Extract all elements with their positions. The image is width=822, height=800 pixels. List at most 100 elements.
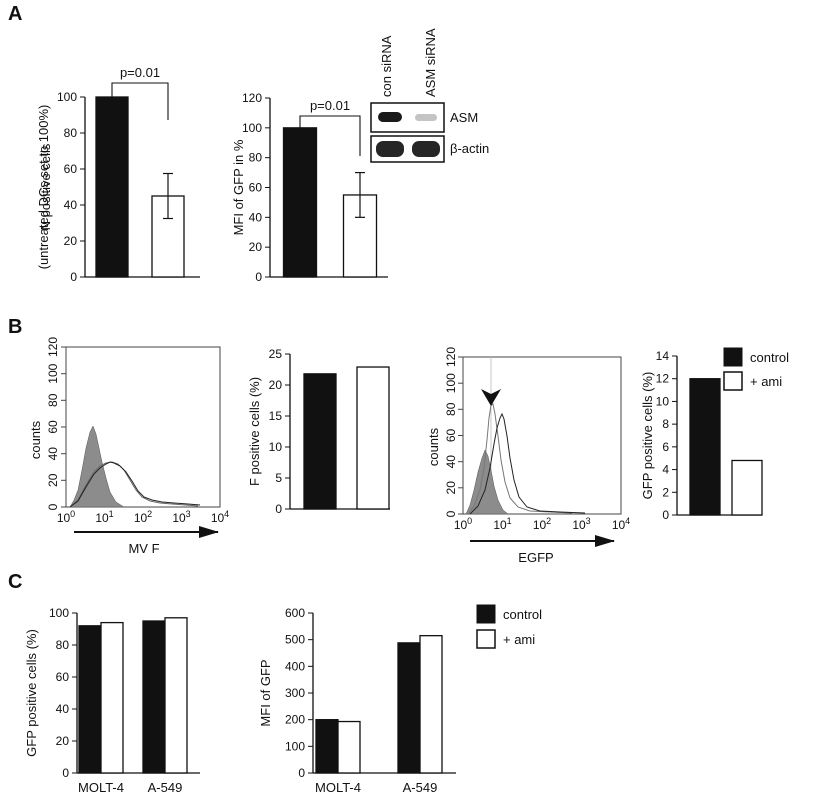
y-tick-label: 40 <box>249 210 263 224</box>
chart-b1: 0 5 10 15 20 25 F positive cells (%) <box>247 347 390 516</box>
y-tick-label: 400 <box>285 659 305 673</box>
y-axis-label: MFI of GFP <box>258 659 273 726</box>
blot-actin-label: β-actin <box>450 141 489 156</box>
bar <box>164 617 188 774</box>
legend-label-ami: + ami <box>503 632 535 647</box>
bar <box>95 96 129 278</box>
y-axis-label: F positive cells (%) <box>247 377 262 486</box>
legend-label-control: control <box>503 607 542 622</box>
y-tick-label: 60 <box>46 420 60 434</box>
legend-label-ami: + ami <box>750 374 782 389</box>
x-tick-label: 102 <box>134 509 152 525</box>
x-category-label: MOLT-4 <box>78 780 124 795</box>
x-tick-label: 102 <box>533 516 551 532</box>
bar <box>315 719 339 774</box>
y-tick-label: 10 <box>269 440 283 454</box>
y-tick-label: 600 <box>285 606 305 620</box>
y-tick-label: 40 <box>46 447 60 461</box>
x-axis-label-egfp: EGFP <box>518 550 553 565</box>
chart-a2: 0 20 40 60 80 100 120 MFI of GFP in % p=0.01 <box>231 91 388 284</box>
y-tick-label: 60 <box>56 670 70 684</box>
blot-asm-band-con <box>378 112 402 122</box>
y-tick-label: 2 <box>662 485 669 499</box>
x-category-label: A-549 <box>403 780 438 795</box>
panel-label-a: A <box>8 3 22 25</box>
chart-c1: 0 20 40 60 80 100 GFP positive cells (%) MOLT-4… <box>24 606 200 795</box>
bar <box>419 635 443 774</box>
control-histogram <box>69 461 201 508</box>
y-tick-label: 100 <box>242 121 262 135</box>
flow-histogram-egfp: 0 20 40 60 80 100 120 counts 100 101 102… <box>426 347 630 565</box>
bar <box>689 378 721 516</box>
y-tick-label: 0 <box>275 502 282 516</box>
y-axis-label-counts: counts <box>28 420 43 459</box>
y-tick-label: 25 <box>269 347 283 361</box>
y-tick-label: 300 <box>285 686 305 700</box>
y-tick-label: 20 <box>46 473 60 487</box>
x-tick-label: 104 <box>211 509 229 525</box>
y-axis-label: GFP positive cells (%) <box>640 372 655 500</box>
y-tick-label: 20 <box>444 481 458 495</box>
bar <box>731 459 763 516</box>
flow-histogram-mvf: 0 20 40 60 80 100 120 counts 100 101 102… <box>28 337 229 556</box>
x-tick-label: 101 <box>493 516 511 532</box>
y-tick-label: 500 <box>285 633 305 647</box>
blot-lane1-label: con siRNA <box>379 35 394 97</box>
peak-arrowhead-icon <box>481 389 501 406</box>
legend-swatch-control <box>723 347 743 367</box>
y-tick-label: 0 <box>62 766 69 780</box>
y-tick-label: 100 <box>49 606 69 620</box>
y-tick-label: 8 <box>662 417 669 431</box>
y-tick-label: 6 <box>662 440 669 454</box>
western-blot: con siRNA ASM siRNA ASM β-actin <box>370 28 489 163</box>
p-value-label: p=0.01 <box>310 98 350 113</box>
y-tick-label: 20 <box>64 234 78 248</box>
significance-bracket <box>111 82 169 120</box>
y-tick-label: 40 <box>56 702 70 716</box>
y-tick-label: 15 <box>269 409 283 423</box>
blot-asm-label: ASM <box>450 110 478 125</box>
y-tick-label: 14 <box>656 349 670 363</box>
y-tick-label: 10 <box>656 394 670 408</box>
y-tick-label: 20 <box>249 240 263 254</box>
y-tick-label: 0 <box>298 766 305 780</box>
significance-bracket <box>299 115 361 156</box>
y-tick-label: 12 <box>656 372 670 386</box>
y-tick-label: 100 <box>444 373 458 393</box>
y-tick-label: 100 <box>285 739 305 753</box>
p-value-label: p=0.01 <box>120 65 160 80</box>
y-tick-label: 200 <box>285 713 305 727</box>
control-histogram <box>469 412 586 515</box>
y-tick-label: 80 <box>56 638 70 652</box>
bar <box>100 621 124 774</box>
y-tick-label: 60 <box>64 162 78 176</box>
y-axis-label-sub: (untreated DCs set to 100%) <box>36 105 51 270</box>
y-tick-label: 40 <box>444 455 458 469</box>
y-tick-label: 4 <box>662 463 669 477</box>
x-tick-label: 100 <box>57 509 75 525</box>
y-tick-label: 120 <box>444 347 458 367</box>
y-tick-label: 60 <box>444 429 458 443</box>
y-tick-label: 0 <box>70 270 77 284</box>
bar <box>303 373 337 510</box>
y-tick-label: 80 <box>46 393 60 407</box>
panel-label-c: C <box>8 571 22 593</box>
bar <box>78 625 102 774</box>
y-axis-label: MFI of GFP in % <box>231 139 246 235</box>
y-tick-label: 0 <box>46 503 60 510</box>
blot-lane2-label: ASM siRNA <box>423 28 438 97</box>
x-axis-label-mvf: MV F <box>128 541 159 556</box>
y-axis-label: N positive cells <box>38 143 53 230</box>
legend-swatch-ami <box>476 629 496 649</box>
y-tick-label: 80 <box>64 126 78 140</box>
y-tick-label: 120 <box>242 91 262 105</box>
y-tick-label: 0 <box>444 510 458 517</box>
y-tick-label: 120 <box>46 337 60 357</box>
bar <box>397 642 421 774</box>
y-axis-label: GFP positive cells (%) <box>24 629 39 757</box>
y-tick-label: 5 <box>275 471 282 485</box>
y-tick-label: 20 <box>269 378 283 392</box>
isotype-histogram <box>69 425 125 508</box>
bar <box>282 127 318 278</box>
